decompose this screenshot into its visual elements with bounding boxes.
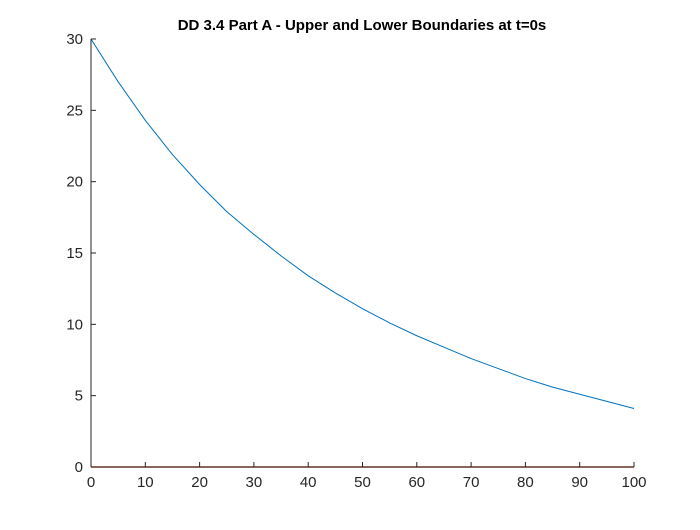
x-tick-label: 90 xyxy=(571,474,588,491)
x-tick-label: 70 xyxy=(463,474,480,491)
chart-title: DD 3.4 Part A - Upper and Lower Boundari… xyxy=(178,17,547,34)
x-tick-label: 50 xyxy=(354,474,371,491)
x-tick-label: 60 xyxy=(408,474,425,491)
x-tick-label: 30 xyxy=(246,474,263,491)
axes-layer: 0 10 20 30 40 50 60 70 80 90 100 0 5 10 15 20 25 30 xyxy=(66,31,646,491)
y-tick-label: 15 xyxy=(66,245,83,262)
plot-area xyxy=(91,39,634,467)
y-tick-label: 25 xyxy=(66,102,83,119)
series-line-1 xyxy=(90,38,635,409)
y-tick-label: 20 xyxy=(66,174,83,191)
y-tick-label: 5 xyxy=(75,388,83,405)
y-tick-label: 0 xyxy=(75,459,83,476)
x-tick-label: 20 xyxy=(191,474,208,491)
x-tick-label: 80 xyxy=(517,474,534,491)
x-tick-label: 10 xyxy=(137,474,154,491)
x-tick-label: 40 xyxy=(300,474,317,491)
x-tick-label: 0 xyxy=(87,474,95,491)
y-tick-label: 30 xyxy=(66,31,83,48)
x-tick-label: 100 xyxy=(621,474,646,491)
y-tick-label: 10 xyxy=(66,316,83,333)
